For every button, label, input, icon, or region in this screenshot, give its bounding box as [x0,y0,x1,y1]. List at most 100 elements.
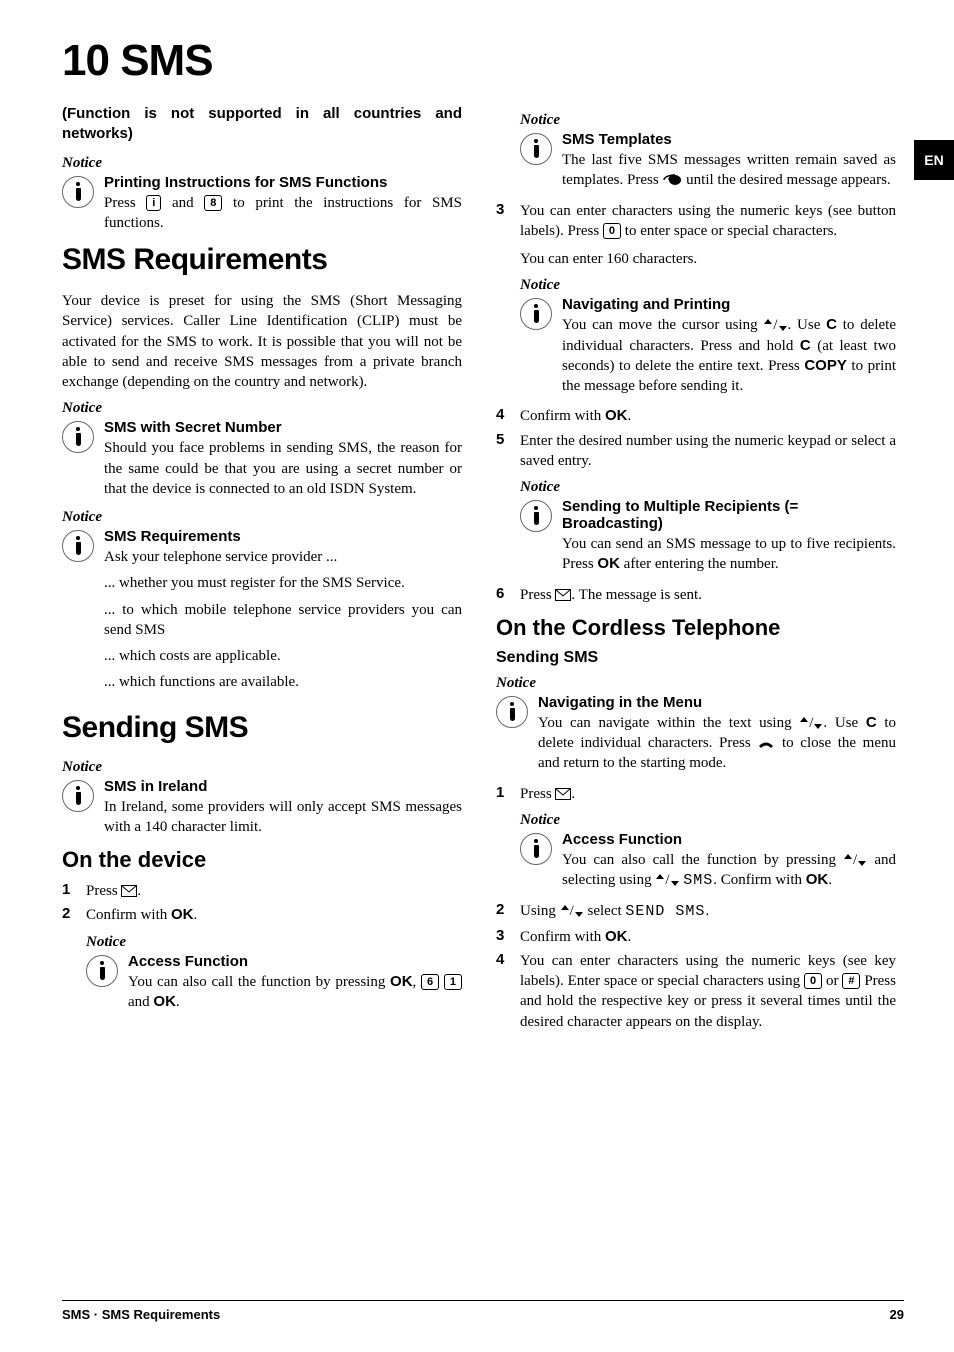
step: 1 Press . [496,784,896,804]
info-icon [86,955,118,987]
envelope-icon [555,788,571,800]
notice-text: The last five SMS messages written remai… [562,150,896,191]
step-text: You can enter characters using the numer… [520,201,896,270]
notice-title: Printing Instructions for SMS Functions [104,174,462,191]
notice-text: You can navigate within the text using /… [538,713,896,774]
down-icon [574,905,584,917]
info-icon [62,421,94,453]
chapter-title: SMS [120,36,212,85]
page-footer: SMS · SMS Requirements 29 [62,1300,904,1322]
notice-label: Notice [62,400,462,417]
info-icon [62,176,94,208]
step: 3 You can enter characters using the num… [496,201,896,270]
info-icon [520,833,552,865]
notice-box: SMS in Ireland In Ireland, some provider… [62,778,462,838]
up-icon [799,717,809,729]
notice-title: SMS in Ireland [104,778,462,795]
key-1: 1 [444,974,462,990]
down-icon [778,319,788,331]
info-icon [520,500,552,532]
notice-text: You can move the cursor using /. Use C t… [562,315,896,396]
page-content: 10 SMS (Function is not supported in all… [0,0,954,1036]
subsection-heading: On the Cordless Telephone [496,615,896,641]
notice-label: Notice [520,277,896,294]
notice-box: Access Function You can also call the fu… [86,953,462,1013]
down-icon [670,874,680,886]
step-text: Press . [520,784,896,804]
redial-icon [662,174,682,186]
notice-text: ... which costs are applicable. [104,646,462,666]
notice-text: Should you face problems in sending SMS,… [104,438,462,499]
step: 3 Confirm with OK. [496,927,896,947]
envelope-icon [121,885,137,897]
step-text: Using / select SEND SMS. [520,901,896,922]
notice-box: SMS Templates The last five SMS messages… [520,131,896,191]
step-text: Press . [86,881,462,901]
notice-text: Ask your telephone service provider ... [104,547,462,567]
notice-label: Notice [520,812,896,829]
step-number: 2 [62,905,74,925]
notice-box: Navigating in the Menu You can navigate … [496,694,896,774]
step-number: 1 [496,784,508,804]
step-number: 4 [496,406,508,426]
notice-box: SMS Requirements Ask your telephone serv… [62,528,462,693]
step-text: Confirm with OK. [520,927,896,947]
subsection-heading: On the device [62,847,462,873]
notice-title: Navigating and Printing [562,296,896,313]
notice-label: Notice [62,759,462,776]
step-text: Enter the desired number using the numer… [520,431,896,472]
step-line2: You can enter 160 characters. [520,249,896,269]
info-icon [520,298,552,330]
key-i: i [146,195,161,211]
updown-icon [763,319,773,331]
notice-text: Press i and 8 to print the instructions … [104,193,462,234]
chapter-number: 10 [62,36,109,85]
notice-label: Notice [86,934,462,951]
down-icon [857,854,867,866]
notice-title: Access Function [128,953,462,970]
step: 5 Enter the desired number using the num… [496,431,896,472]
step: 2 Using / select SEND SMS. [496,901,896,922]
notice-box: Access Function You can also call the fu… [520,831,896,892]
notice-text: You can also call the function by pressi… [562,850,896,892]
notice-title: Access Function [562,831,896,848]
notice-box: Sending to Multiple Recipients (= Broadc… [520,498,896,575]
footer-breadcrumb: SMS · SMS Requirements [62,1307,220,1322]
notice-title: Navigating in the Menu [538,694,896,711]
chapter-heading: 10 SMS [62,36,904,86]
body-paragraph: Your device is preset for using the SMS … [62,291,462,392]
notice-text: ... whether you must register for the SM… [104,573,462,593]
info-icon [520,133,552,165]
key-6: 6 [421,974,439,990]
step-number: 1 [62,881,74,901]
step: 6 Press . The message is sent. [496,585,896,605]
step-number: 4 [496,951,508,1032]
step-text: Confirm with OK. [520,406,896,426]
step-text: Confirm with OK. [86,905,462,925]
step-number: 5 [496,431,508,472]
notice-title: Sending to Multiple Recipients (= Broadc… [562,498,896,532]
notice-box: Navigating and Printing You can move the… [520,296,896,396]
section-heading: Sending SMS [62,711,462,745]
envelope-icon [555,589,571,601]
key-8: 8 [204,195,222,211]
notice-text: ... to which mobile telephone service pr… [104,600,462,641]
notice-box: SMS with Secret Number Should you face p… [62,419,462,499]
down-icon [813,717,823,729]
step-number: 6 [496,585,508,605]
step-number: 3 [496,927,508,947]
intro-text: (Function is not supported in all countr… [62,104,462,145]
notice-label: Notice [520,479,896,496]
notice-label: Notice [62,155,462,172]
key-0: 0 [804,973,822,989]
notice-label: Notice [520,112,896,129]
notice-box: Printing Instructions for SMS Functions … [62,174,462,234]
right-column: Notice SMS Templates The last five SMS m… [496,104,896,1036]
notice-text: ... which functions are available. [104,672,462,692]
step-number: 2 [496,901,508,922]
notice-text: You can also call the function by pressi… [128,972,462,1013]
step-text: You can enter characters using the numer… [520,951,896,1032]
step: 1 Press . [62,881,462,901]
info-icon [62,530,94,562]
info-icon [62,780,94,812]
